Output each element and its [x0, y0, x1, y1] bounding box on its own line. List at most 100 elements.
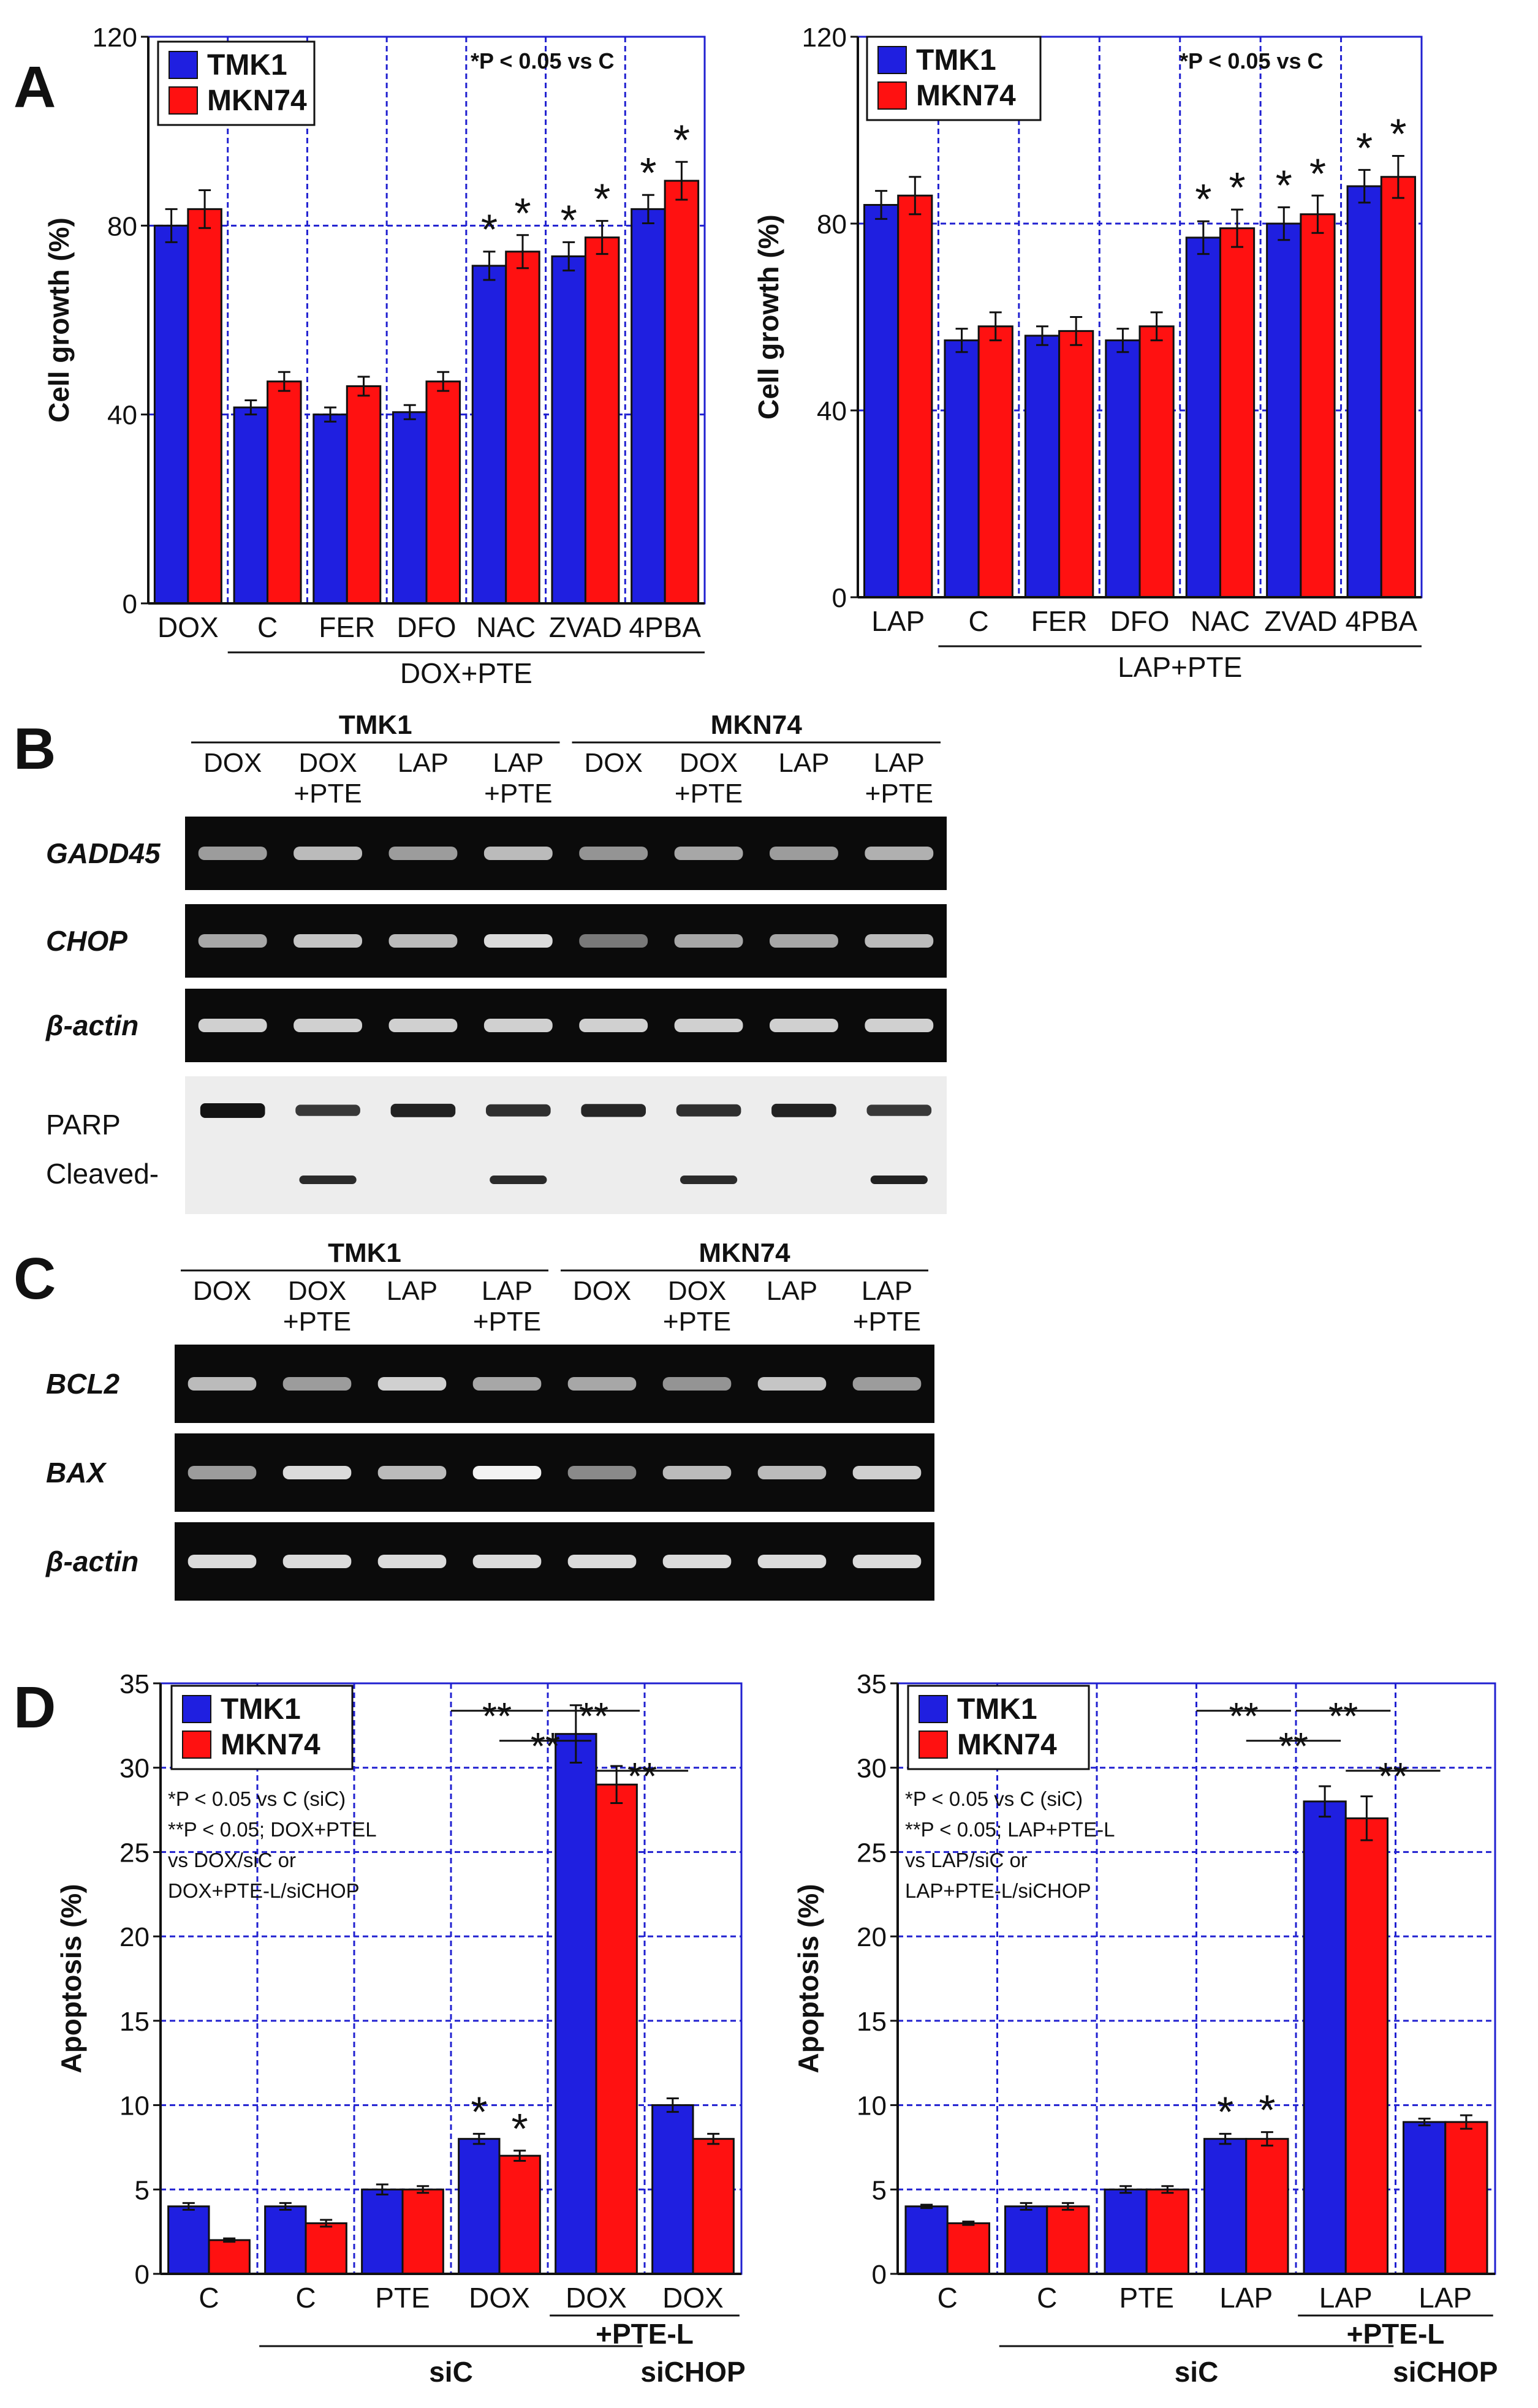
legend-swatch: [877, 46, 907, 74]
western-label-cleaved: Cleaved-: [46, 1158, 159, 1190]
gel-band: [294, 934, 362, 948]
legend-swatch: [182, 1731, 211, 1759]
western-band-full: [295, 1104, 360, 1116]
x-tick-label: LAP: [1219, 2282, 1273, 2314]
lane-label-sub: +PTE: [294, 779, 362, 809]
significance-mark: *: [1229, 164, 1245, 211]
significance-mark: *: [1259, 2086, 1275, 2134]
gel-band: [852, 1555, 922, 1568]
y-tick-label: 25: [119, 1838, 150, 1868]
gel-band: [852, 1377, 922, 1391]
bar: [1380, 176, 1416, 598]
gel-band: [662, 1466, 732, 1479]
x-tick-label: DFO: [1110, 605, 1169, 637]
x-tick-label: C: [295, 2282, 316, 2314]
bar: [946, 2222, 990, 2275]
group-label-sichop: siCHOP: [640, 2356, 745, 2388]
x-tick-label: C: [257, 611, 278, 643]
bar: [313, 413, 348, 605]
x-tick-label: FER: [319, 611, 375, 643]
significance-note: *P < 0.05 vs C (siC): [168, 1787, 346, 1810]
bar: [692, 2138, 735, 2275]
significance-mark: *: [1276, 161, 1292, 209]
gel-band: [377, 1466, 447, 1479]
bar: [1058, 330, 1094, 598]
y-axis-label: Cell growth (%): [752, 214, 784, 420]
panel-letter-d: D: [13, 1675, 56, 1740]
significance-mark: *: [1356, 124, 1373, 172]
y-tick-label: 20: [857, 1922, 887, 1952]
x-tick-label: PTE: [1119, 2282, 1174, 2314]
x-tick-label: 4PBA: [1345, 605, 1417, 637]
gel-band: [770, 1019, 838, 1032]
gel-band: [472, 1377, 542, 1391]
bar: [1303, 1800, 1347, 2275]
bar: [1004, 2205, 1048, 2275]
legend-swatch: [919, 1731, 948, 1759]
y-tick-label: 35: [119, 1669, 150, 1699]
western-band-full: [581, 1104, 646, 1117]
x-tick-label: LAP: [1319, 2282, 1373, 2314]
bar: [1145, 2188, 1189, 2275]
bar: [401, 2188, 444, 2275]
gel-band: [674, 934, 743, 948]
legend-label: MKN74: [957, 1729, 1057, 1761]
significance-mark: *: [1217, 2088, 1233, 2135]
chart-d-dox: C C PTE* *DOX DOX DOX05101520253035Apoptosis …: [55, 1669, 746, 2388]
y-tick-label: 30: [119, 1754, 150, 1784]
x-tick-label: DFO: [396, 611, 456, 643]
comparison-mark: **: [1279, 1726, 1308, 1768]
comparison-mark: **: [1229, 1696, 1259, 1738]
lane-label: LAP: [482, 1276, 532, 1306]
western-band-full: [200, 1103, 265, 1118]
y-tick-label: 40: [107, 401, 137, 431]
gel-band: [294, 847, 362, 860]
gel-band: [662, 1555, 732, 1568]
significance-mark: *: [594, 175, 610, 223]
lane-label: DOX: [288, 1276, 346, 1306]
lane-label: DOX: [585, 748, 643, 778]
bar: [595, 1783, 638, 2275]
group-label: DOX+PTE: [400, 657, 532, 689]
y-tick-label: 15: [857, 2007, 887, 2037]
y-tick-label: 25: [857, 1838, 887, 1868]
legend-swatch: [182, 1695, 211, 1723]
bar: [392, 411, 428, 605]
x-tick-label: LAP: [1419, 2282, 1472, 2314]
x-tick-label: C: [969, 605, 989, 637]
gel-band: [770, 847, 838, 860]
cell-line-label: MKN74: [711, 710, 803, 740]
bar: [167, 2205, 210, 2275]
bar: [863, 204, 900, 598]
bar: [651, 2104, 694, 2275]
bar: [1046, 2205, 1090, 2275]
lane-label: DOX: [668, 1276, 726, 1306]
legend-label: TMK1: [916, 44, 996, 77]
bar: [264, 2205, 307, 2275]
comparison-mark: **: [579, 1696, 608, 1738]
gel-band: [852, 1466, 922, 1479]
western-band-full: [771, 1103, 836, 1117]
chart-a-lap: LAP C FER DFO * * NAC * * ZVAD * * 4PBA 0 40 80 120 Cell …: [752, 23, 1423, 683]
gel-band: [188, 1555, 257, 1568]
bar: [346, 385, 382, 605]
significance-note: *P < 0.05 vs C: [1180, 48, 1324, 74]
x-tick-label: C: [199, 2282, 219, 2314]
y-tick-label: 0: [832, 583, 847, 613]
significance-mark: *: [1195, 175, 1211, 223]
y-tick-label: 10: [857, 2091, 887, 2121]
bar: [1185, 236, 1221, 598]
gel-band: [865, 847, 934, 860]
x-tick-label: DOX: [662, 2282, 724, 2314]
significance-note: *P < 0.05 vs C (siC): [905, 1787, 1083, 1810]
significance-mark: *: [514, 189, 531, 237]
gel-row-label: BAX: [46, 1457, 107, 1489]
legend-swatch: [919, 1695, 948, 1723]
y-tick-label: 0: [123, 589, 137, 619]
panel-letter-a: A: [13, 55, 56, 120]
bar: [1138, 325, 1175, 598]
bar: [267, 380, 302, 605]
significance-note: vs DOX/siC or: [168, 1849, 296, 1871]
